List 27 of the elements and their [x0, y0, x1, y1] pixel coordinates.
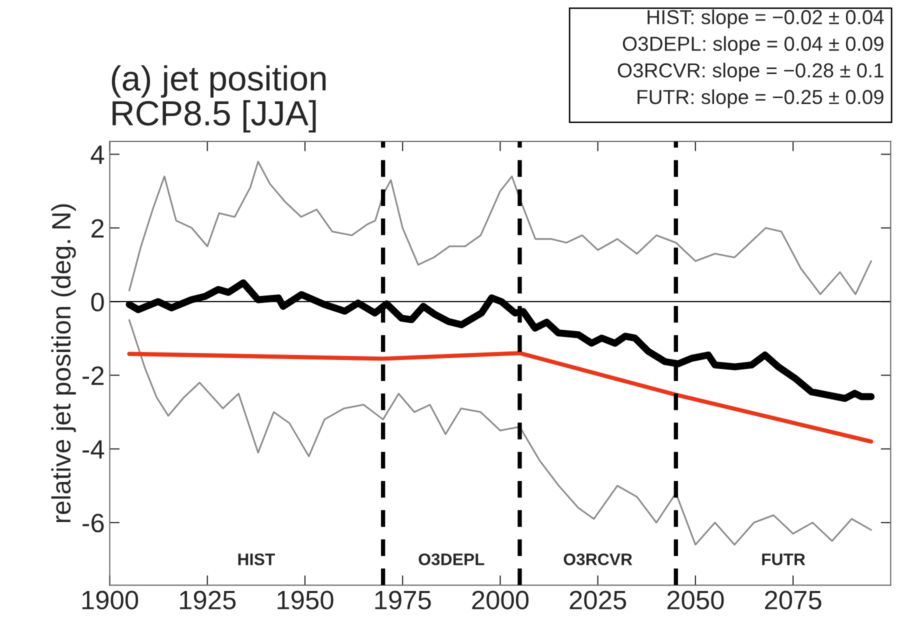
y-tick-label: -4	[82, 440, 104, 458]
annotation: O3DEPL	[418, 553, 484, 566]
x-tick-label: 1925	[180, 590, 236, 610]
text: FUTR: slope = −0.25 ± 0.09	[638, 89, 884, 108]
x-tick-label: 1950	[278, 590, 334, 610]
chart-title: (a) jet position RCP8.5 [JJA]	[112, 65, 326, 133]
annotation: O3RCVR	[564, 553, 632, 566]
y-tick-label: -6	[82, 514, 104, 532]
line-series	[128, 160, 872, 296]
y-axis-title: relative jet position (deg. N)	[51, 204, 76, 522]
y-tick-label: 2	[92, 219, 104, 238]
x-tick-label: 2050	[667, 590, 724, 610]
x-tick-label: 2000	[472, 590, 529, 610]
x-tick-label: 2025	[570, 590, 626, 610]
text: O3DEPL: slope = 0.04 ± 0.09	[622, 36, 884, 55]
annotation: FUTR	[762, 554, 806, 566]
y-tick-label: 0	[91, 292, 104, 312]
line-series	[128, 319, 872, 546]
line-series	[127, 351, 874, 444]
annotation: HIST	[238, 553, 275, 566]
x-tick-label: 2075	[765, 590, 822, 610]
y-tick-label: 4	[90, 146, 104, 164]
text: O3RCVR: slope = −0.28 ± 0.1	[618, 62, 884, 82]
x-tick-label: 1900	[82, 590, 138, 610]
y-tick-label: -2	[82, 366, 104, 385]
text: HIST: slope = −0.02 ± 0.04	[648, 10, 884, 28]
x-tick-label: 1975	[375, 590, 431, 610]
